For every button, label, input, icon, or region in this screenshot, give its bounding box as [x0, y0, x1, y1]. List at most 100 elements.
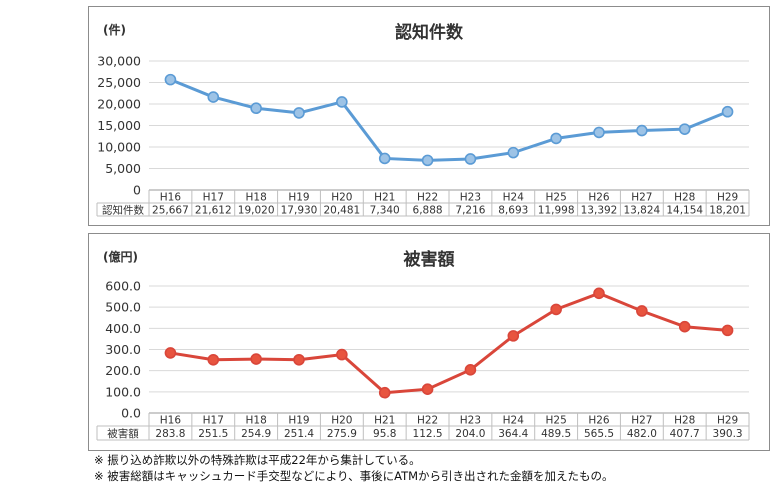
x-tick-label: H22: [417, 192, 438, 204]
data-table-value: 14,154: [666, 205, 703, 217]
x-tick-label: H17: [203, 192, 224, 204]
data-table-value: 283.8: [155, 428, 185, 440]
x-tick-label: H23: [460, 192, 481, 204]
data-point: [421, 154, 434, 167]
y-tick-label: 0.0: [121, 406, 141, 421]
y-tick-label: 20,000: [97, 97, 141, 112]
data-table-value: 13,824: [623, 205, 660, 217]
data-point: [550, 303, 562, 316]
data-table-value: 20,481: [323, 205, 360, 217]
x-tick-label: H28: [674, 192, 695, 204]
data-point: [250, 102, 262, 115]
data-table-value: 204.0: [455, 428, 485, 440]
data-table-value: 95.8: [373, 428, 396, 440]
chart-title: 認知件数: [395, 22, 464, 43]
x-tick-label: H19: [288, 415, 309, 427]
x-tick-label: H29: [717, 415, 738, 427]
x-tick-label: H20: [331, 415, 352, 427]
data-point: [464, 153, 477, 165]
data-point: [678, 320, 691, 333]
data-table-value: 251.4: [284, 428, 314, 440]
x-tick-label: H26: [588, 192, 610, 204]
data-table-value: 8,693: [498, 205, 528, 217]
data-point: [421, 383, 434, 395]
data-point: [507, 330, 520, 342]
x-tick-label: H25: [546, 415, 567, 427]
data-point: [507, 146, 520, 159]
x-tick-label: H18: [246, 415, 267, 427]
data-point: [378, 152, 391, 165]
data-point: [164, 73, 177, 86]
data-point: [721, 324, 734, 337]
data-point: [293, 107, 305, 119]
x-tick-label: H24: [503, 192, 525, 204]
x-tick-label: H25: [546, 192, 567, 204]
data-table-value: 6,888: [413, 205, 443, 217]
y-tick-label: 5,000: [105, 161, 141, 176]
data-table-value: 489.5: [541, 428, 571, 440]
chart-damage-amount: 被害額 (億円) 0.0 100.0 200.0 300.0 400.0 500.0 600.0…: [96, 249, 750, 441]
data-point: [336, 96, 348, 108]
data-point: [636, 305, 648, 317]
data-table-value: 7,216: [455, 205, 485, 217]
data-point: [336, 348, 348, 361]
data-table-value: 407.7: [670, 428, 700, 440]
x-tick-label: H20: [331, 192, 352, 204]
data-table-value: 364.4: [498, 428, 528, 440]
data-point: [207, 91, 220, 103]
data-table-value: 19,020: [238, 205, 275, 217]
y-tick-label: 0: [133, 183, 141, 198]
series-line: [169, 78, 729, 162]
data-table-value: 482.0: [627, 428, 657, 440]
data-table-value: 565.5: [584, 428, 614, 440]
x-tick-label: H16: [160, 415, 182, 427]
x-tick-label: H23: [460, 415, 481, 427]
data-point: [164, 347, 177, 359]
x-tick-label: H19: [288, 192, 309, 204]
x-tick-label: H24: [503, 415, 525, 427]
y-tick-label: 600.0: [105, 279, 141, 294]
y-tick-label: 15,000: [97, 118, 141, 133]
data-table-value: 25,667: [152, 205, 189, 217]
data-table-value: 7,340: [370, 205, 400, 217]
data-point: [550, 132, 562, 145]
y-tick-label: 300.0: [105, 342, 141, 357]
data-point: [593, 287, 605, 300]
data-table-value: 11,998: [538, 205, 575, 217]
x-tick-label: H27: [631, 192, 652, 204]
x-tick-label: H18: [246, 192, 267, 204]
data-point: [678, 123, 691, 135]
x-tick-label: H21: [374, 415, 395, 427]
data-point: [593, 126, 605, 139]
data-table-value: 18,201: [709, 205, 746, 217]
data-point: [378, 386, 391, 399]
data-point: [250, 353, 262, 365]
footnotes: ※ 振り込め詐欺以外の特殊詐欺は平成22年から集計している。 ※ 被害総額はキャ…: [94, 452, 614, 484]
data-point: [636, 124, 648, 137]
y-tick-label: 100.0: [105, 384, 141, 399]
data-table-value: 275.9: [327, 428, 357, 440]
y-tick-label: 30,000: [97, 54, 141, 69]
unit-label: (億円): [103, 249, 138, 264]
y-tick-label: 200.0: [105, 363, 141, 378]
x-tick-label: H16: [160, 192, 182, 204]
y-tick-label: 10,000: [97, 140, 141, 155]
x-tick-label: H22: [417, 415, 438, 427]
x-tick-label: H26: [588, 415, 610, 427]
footnote-1: ※ 振り込め詐欺以外の特殊詐欺は平成22年から集計している。: [94, 453, 421, 467]
data-table-value: 390.3: [713, 428, 743, 440]
chart-recognized-cases: 認知件数 (件) 0 5,000 10,000 15,000 20,000 25,000 30,…: [96, 22, 750, 217]
data-table-value: 13,392: [581, 205, 618, 217]
data-table-series-name: 認知件数: [102, 204, 144, 217]
x-tick-label: H27: [631, 415, 652, 427]
y-tick-label: 25,000: [97, 75, 141, 90]
chart-title: 被害額: [404, 249, 455, 270]
x-tick-label: H28: [674, 415, 695, 427]
y-tick-label: 400.0: [105, 321, 141, 336]
data-point: [464, 364, 477, 376]
chart-panel-damage-amount: 被害額 (億円) 0.0 100.0 200.0 300.0 400.0 500.0 600.0…: [88, 233, 770, 451]
x-tick-label: H29: [717, 192, 738, 204]
y-tick-label: 500.0: [105, 300, 141, 315]
data-point: [293, 353, 305, 366]
data-table-value: 21,612: [195, 205, 232, 217]
